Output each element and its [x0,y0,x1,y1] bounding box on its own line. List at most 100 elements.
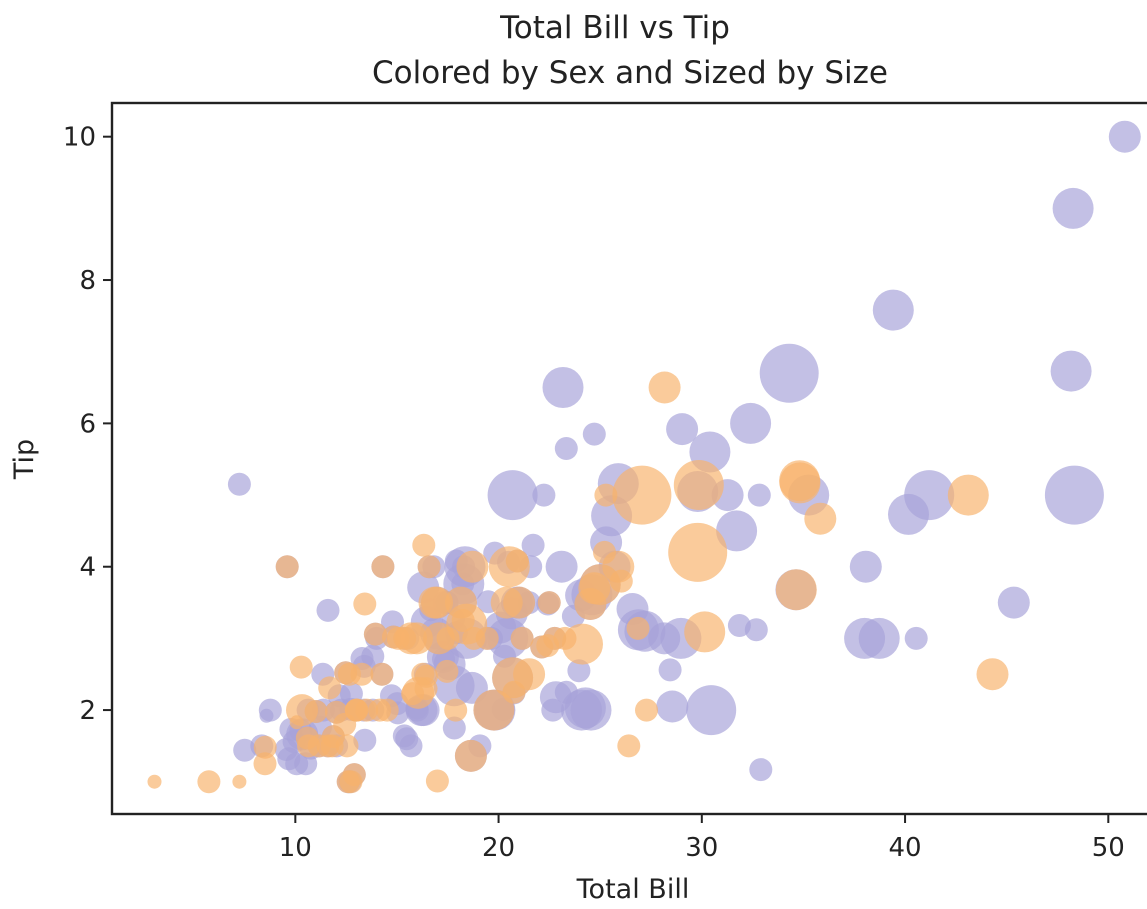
data-point-male [1044,465,1104,525]
data-point-female [553,626,577,650]
data-point-female [232,774,247,789]
data-point-female [473,689,515,731]
data-point-female [417,555,441,579]
y-axis-label: Tip [9,439,40,480]
data-point-male [744,618,768,642]
data-point-female [382,625,405,649]
data-point-female [804,502,837,535]
data-point-female [609,569,633,593]
data-point-female [320,734,344,758]
data-point-female [295,726,319,750]
data-point-male [666,413,699,446]
x-tick-label: 50 [1092,833,1125,863]
data-point-male [872,289,914,331]
data-point-female [456,550,489,583]
data-point-male [888,493,929,535]
data-point-female [401,682,425,706]
x-tick-label: 10 [279,833,312,863]
data-point-female [337,662,361,686]
data-point-female [593,540,616,564]
data-point-female [363,622,387,646]
x-tick-label: 40 [889,833,922,863]
data-point-female [253,735,277,759]
data-point-female [673,460,724,510]
data-point-female [635,698,658,722]
data-point-female [668,522,728,582]
data-point-female [344,698,368,722]
data-point-male [1052,187,1094,229]
series-male [227,120,1141,794]
data-point-female [421,586,453,619]
data-point-male [656,690,689,723]
data-point-female [490,586,523,619]
plot-frame [110,101,1147,816]
x-tick-label: 20 [482,833,515,863]
data-point-female [412,533,436,557]
data-point-female [353,592,377,616]
data-point-male [487,470,538,521]
data-point-female [947,474,989,516]
data-point-female [648,371,681,404]
data-point-male [227,472,251,496]
data-point-female [375,698,399,722]
data-point-female [275,555,299,579]
data-point-male [686,685,737,736]
data-point-female [147,774,162,789]
data-point-male [570,689,612,731]
y-tick-label: 2 [79,696,96,726]
data-point-female [626,616,650,640]
data-point-female [425,769,449,793]
data-point-male [997,586,1030,619]
data-point-female [289,655,313,679]
data-point-female [505,549,529,573]
x-axis: 10 20 30 40 50 [279,814,1125,863]
data-point-male [749,758,773,782]
data-point-male [541,698,565,722]
data-point-female [578,572,611,605]
data-point-female [617,734,641,758]
data-point-female [779,462,821,504]
data-point-female [435,659,459,683]
data-point-female [684,611,726,653]
data-point-female [976,658,1009,691]
data-point-male [904,626,928,650]
data-point-female [324,700,348,724]
data-point-male [1050,350,1092,392]
data-point-male [759,343,819,403]
data-point-male [858,617,900,659]
data-point-female [594,483,618,507]
y-tick-label: 6 [79,409,96,439]
data-point-female [513,658,546,691]
chart-title: Total Bill vs Tip [499,10,730,46]
data-point-male [532,483,556,507]
data-point-female [475,626,499,650]
data-point-female [371,555,395,579]
data-point-male [361,644,385,668]
data-point-male [353,728,377,752]
data-point-male [716,510,758,552]
data-point-female [530,635,554,659]
y-tick-label: 4 [79,553,96,583]
series-female [147,371,1009,794]
data-point-female [318,676,342,700]
data-point-female [197,770,221,794]
data-point-male [554,680,578,704]
data-point-male [1108,120,1141,153]
data-points [147,120,1141,794]
data-point-male [316,598,340,622]
data-point-male [730,402,772,444]
data-point-female [444,698,468,722]
x-tick-label: 30 [685,833,718,863]
data-point-female [454,739,487,772]
data-point-male [658,658,682,682]
data-point-female [612,465,672,525]
data-point-male [542,367,584,408]
data-point-male [567,659,591,683]
data-point-male [554,437,578,460]
data-point-female [336,770,360,794]
y-tick-label: 10 [63,123,96,153]
x-axis-label: Total Bill [576,874,690,905]
y-tick-label: 8 [79,266,96,296]
data-point-female [400,622,433,655]
